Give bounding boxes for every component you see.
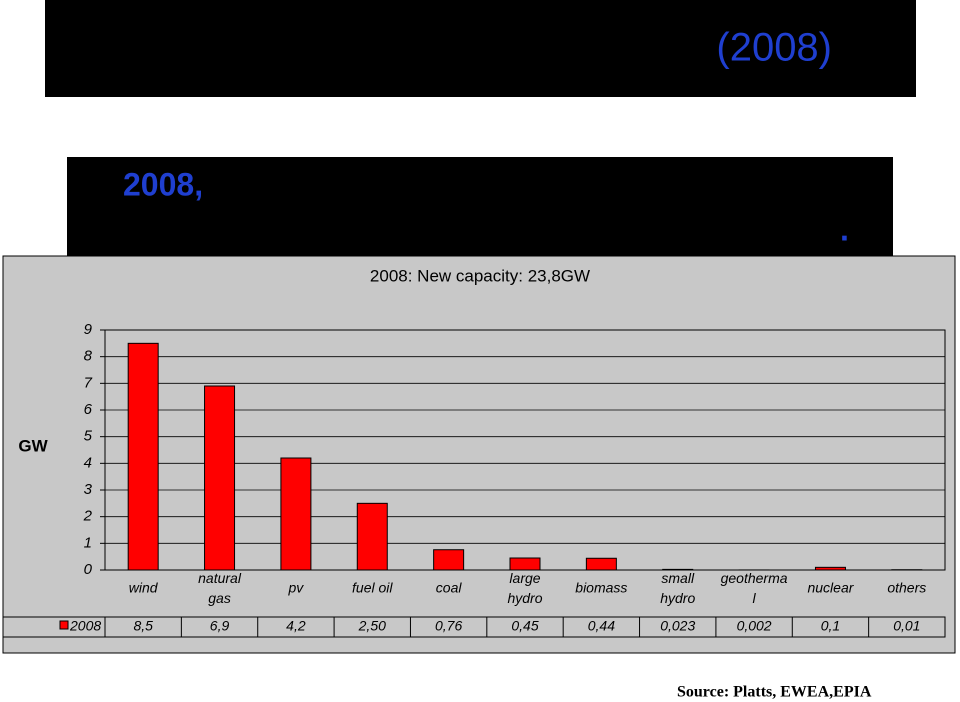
bar xyxy=(127,342,159,571)
bar xyxy=(356,502,388,571)
x-tick-label: large hydro xyxy=(507,570,542,606)
y-tick-label: 1 xyxy=(84,534,92,551)
x-tick-label: biomass xyxy=(575,580,627,596)
value-label: 0,1 xyxy=(821,618,840,634)
value-label: 0,45 xyxy=(511,618,538,634)
y-axis-label: GW xyxy=(18,436,48,455)
value-label: 0,76 xyxy=(435,618,462,634)
y-tick-label: 3 xyxy=(84,481,93,498)
bar xyxy=(280,457,312,571)
value-label: 8,5 xyxy=(133,618,153,634)
bar xyxy=(585,557,617,571)
x-tick-line: geotherma xyxy=(721,570,788,586)
y-tick-label: 2 xyxy=(83,508,93,525)
bar xyxy=(662,568,694,571)
x-tick-label: small hydro xyxy=(660,570,695,606)
value-label: 2,50 xyxy=(358,618,386,634)
x-tick-label: fuel oil xyxy=(352,580,393,596)
data-table xyxy=(2,616,946,638)
legend-swatch xyxy=(59,620,69,630)
y-tick-label: 0 xyxy=(84,561,93,578)
chart-title: 2008: New capacity: 23,8GW xyxy=(370,266,590,285)
value-label: 0,01 xyxy=(893,618,920,634)
bar xyxy=(433,549,465,571)
x-tick-label: nuclear xyxy=(807,580,854,596)
x-tick-label: natural gas xyxy=(198,570,242,606)
y-tick-label: 8 xyxy=(84,348,93,365)
x-tick-line: hydro xyxy=(507,590,542,606)
x-tick-line: large xyxy=(509,570,540,586)
source: Source: Platts, EWEA,EPIA xyxy=(677,684,872,701)
x-tick-label: wind xyxy=(129,580,159,596)
title-banner xyxy=(45,0,916,97)
bar xyxy=(509,557,541,571)
x-tick-label: others xyxy=(887,580,926,596)
x-tick-line: natural xyxy=(198,570,242,586)
x-tick-line: l xyxy=(753,590,757,606)
x-tick-label: pv xyxy=(288,580,305,596)
y-tick-label: 7 xyxy=(84,374,93,391)
bar xyxy=(814,566,846,571)
value-label: 0,44 xyxy=(588,618,615,634)
x-tick-label: coal xyxy=(436,580,463,596)
value-label: 6,9 xyxy=(210,618,230,634)
heading: (2008) xyxy=(716,26,832,70)
y-tick-label: 5 xyxy=(84,428,93,445)
x-tick-line: small xyxy=(661,570,695,586)
legend-label: 2008 xyxy=(69,618,101,634)
value-label: 0,002 xyxy=(737,618,772,634)
bar xyxy=(204,385,236,571)
value-label: 0,023 xyxy=(660,618,695,634)
plot-area xyxy=(104,329,946,571)
y-tick-label: 9 xyxy=(84,321,93,338)
box-dot: . xyxy=(840,211,849,247)
text-box xyxy=(67,157,893,256)
y-tick-label: 4 xyxy=(84,454,92,471)
x-tick-line: hydro xyxy=(660,590,695,606)
x-tick-label: geotherma l xyxy=(721,570,788,606)
value-label: 4,2 xyxy=(286,618,306,634)
x-tick-line: gas xyxy=(208,590,231,606)
y-tick-label: 6 xyxy=(84,401,93,418)
box-year: 2008, xyxy=(123,166,203,202)
